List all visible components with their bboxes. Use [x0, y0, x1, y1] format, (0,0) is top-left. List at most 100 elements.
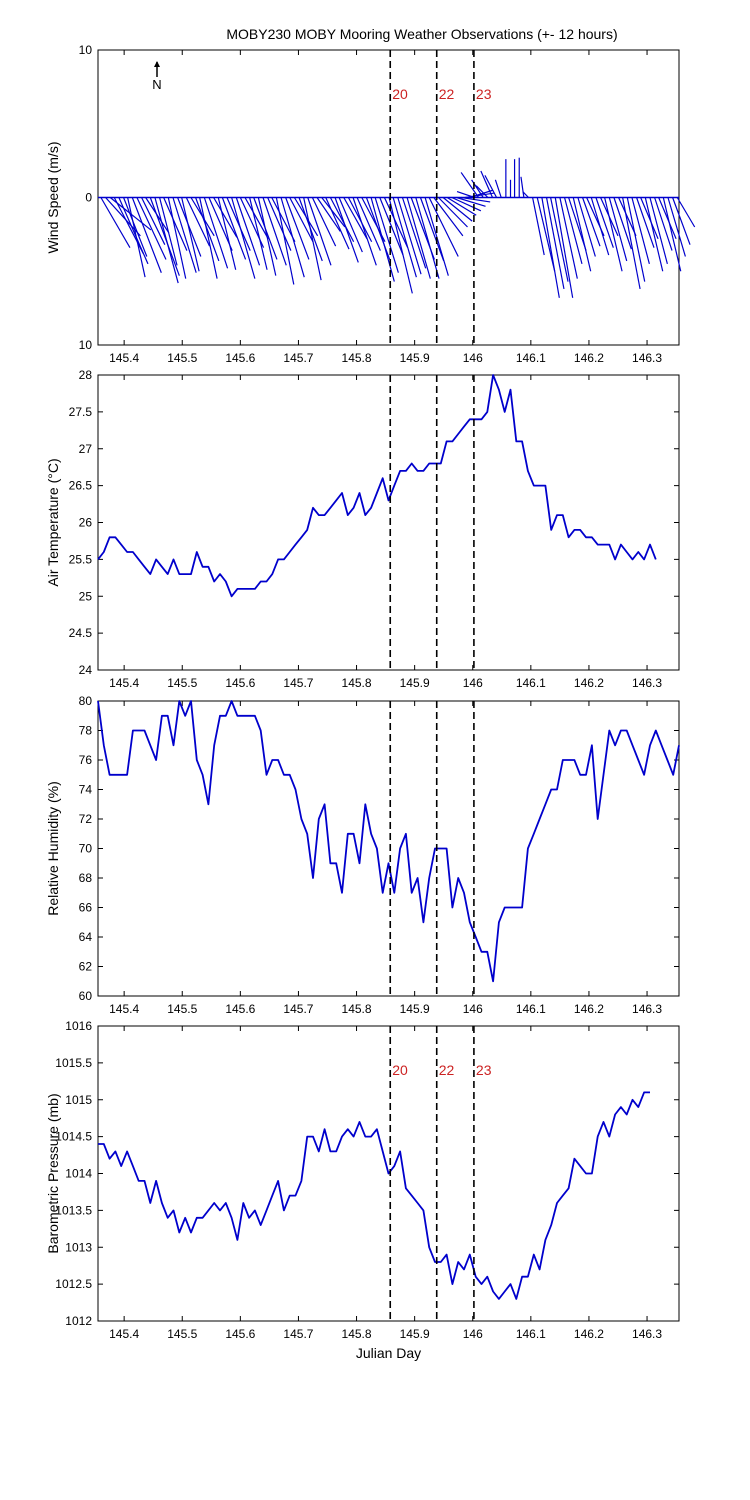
wind-vector [563, 197, 583, 265]
wind-vector [352, 197, 377, 266]
x-tick-label: 146.3 [632, 351, 662, 365]
x-tick-label: 145.7 [283, 676, 313, 690]
wind-vector [545, 197, 565, 290]
wind-vector [136, 197, 167, 260]
wind-vector [446, 196, 477, 216]
wind-vector [217, 197, 237, 270]
x-tick-label: 145.4 [109, 351, 139, 365]
wind-vector [658, 197, 677, 240]
y-tick-label: 68 [79, 871, 93, 885]
x-tick-label: 146 [463, 1327, 483, 1341]
wind-vector [531, 197, 545, 256]
wind-vector [141, 197, 166, 245]
wind-vector [275, 197, 295, 285]
wind-vector [461, 196, 491, 203]
wind-vector [379, 197, 404, 256]
wind-vector [123, 197, 148, 257]
y-tick-label: 1014.5 [55, 1130, 92, 1144]
x-tick-label: 145.6 [225, 1327, 255, 1341]
wind-vector [581, 197, 601, 247]
wind-vector [613, 197, 632, 250]
wind-vector [356, 197, 381, 251]
wind-vector [465, 192, 495, 199]
y-tick-label: 60 [79, 989, 93, 1003]
series-line-airtemp [97, 374, 657, 598]
wind-vector [433, 197, 464, 237]
wind-vector [392, 197, 417, 278]
y-tick-label: 62 [79, 960, 93, 974]
wind-vector [338, 197, 363, 253]
event-marker-label: 20 [392, 86, 408, 102]
wind-vector [536, 197, 556, 272]
y-axis-label: Relative Humidity (%) [45, 781, 61, 916]
x-tick-label: 146 [463, 1002, 483, 1016]
wind-vector [667, 197, 686, 257]
wind-vector [221, 197, 247, 260]
wind-vector [303, 197, 322, 281]
x-tick-label: 146.3 [632, 1327, 662, 1341]
wind-vector [203, 197, 229, 269]
wind-vector [329, 197, 355, 243]
y-tick-label: 74 [79, 783, 93, 797]
wind-vector [442, 197, 473, 222]
wind-vector [522, 191, 529, 198]
y-tick-label: 26.5 [69, 479, 93, 493]
wind-vector [113, 197, 144, 254]
wind-vector [672, 197, 691, 245]
panel-airtemp: 145.4 145.5 145.6 145.7 145.8 145.9 146 146.1 14… [45, 368, 680, 690]
y-tick-label: 1013.5 [55, 1203, 92, 1217]
event-marker-label: 22 [439, 1062, 455, 1078]
y-tick-label: 10 [79, 338, 93, 352]
x-tick-label: 145.7 [283, 351, 313, 365]
wind-vector [195, 197, 220, 262]
wind-vector [649, 197, 668, 265]
wind-vector [154, 197, 179, 284]
wind-vector [388, 197, 413, 294]
y-tick-label: 76 [79, 753, 93, 767]
y-tick-label: 25.5 [69, 552, 93, 566]
x-tick-label: 145.5 [167, 1002, 197, 1016]
wind-vector [118, 197, 149, 265]
x-tick-label: 145.8 [342, 676, 372, 690]
x-tick-label: 146.1 [516, 351, 546, 365]
wind-vector [640, 197, 659, 240]
north-arrowhead-icon [154, 61, 160, 67]
wind-vector [424, 197, 449, 276]
wind-vector [456, 196, 486, 207]
wind-vector [541, 197, 560, 298]
y-tick-label: 26 [79, 516, 93, 530]
x-tick-label: 146.2 [574, 351, 604, 365]
x-tick-label: 146.2 [574, 1327, 604, 1341]
wind-vector [590, 197, 610, 256]
wind-vector [419, 197, 445, 262]
wind-vector [559, 197, 578, 279]
wind-vector [185, 197, 211, 247]
wind-vector [460, 172, 480, 198]
x-tick-label: 146.1 [516, 676, 546, 690]
wind-vector [127, 197, 146, 278]
wind-vector [595, 197, 614, 248]
x-tick-label: 145.4 [109, 676, 139, 690]
y-tick-label: 25 [79, 589, 93, 603]
wind-vector [172, 197, 197, 273]
y-tick-label: 24.5 [69, 626, 93, 640]
wind-vector [285, 197, 310, 260]
y-tick-label: 80 [79, 694, 93, 708]
y-tick-label: 78 [79, 724, 93, 738]
wind-vector [451, 196, 482, 212]
x-tick-label: 145.4 [109, 1327, 139, 1341]
wind-vector [325, 197, 350, 250]
wind-vector [167, 197, 187, 279]
wind-vector [226, 197, 251, 251]
panel-humidity: 145.4 145.5 145.6 145.7 145.8 145.9 146 146.1 14… [45, 694, 680, 1016]
wind-vector [100, 197, 131, 248]
y-tick-label: 1015.5 [55, 1056, 92, 1070]
wind-vector [231, 197, 256, 279]
wind-vector [374, 197, 399, 273]
y-tick-label: 1014 [65, 1167, 92, 1181]
wind-vector [622, 197, 641, 290]
wind-vector [199, 197, 218, 279]
y-axis-label: Air Temperature (°C) [45, 458, 61, 586]
wind-vector [475, 185, 489, 198]
